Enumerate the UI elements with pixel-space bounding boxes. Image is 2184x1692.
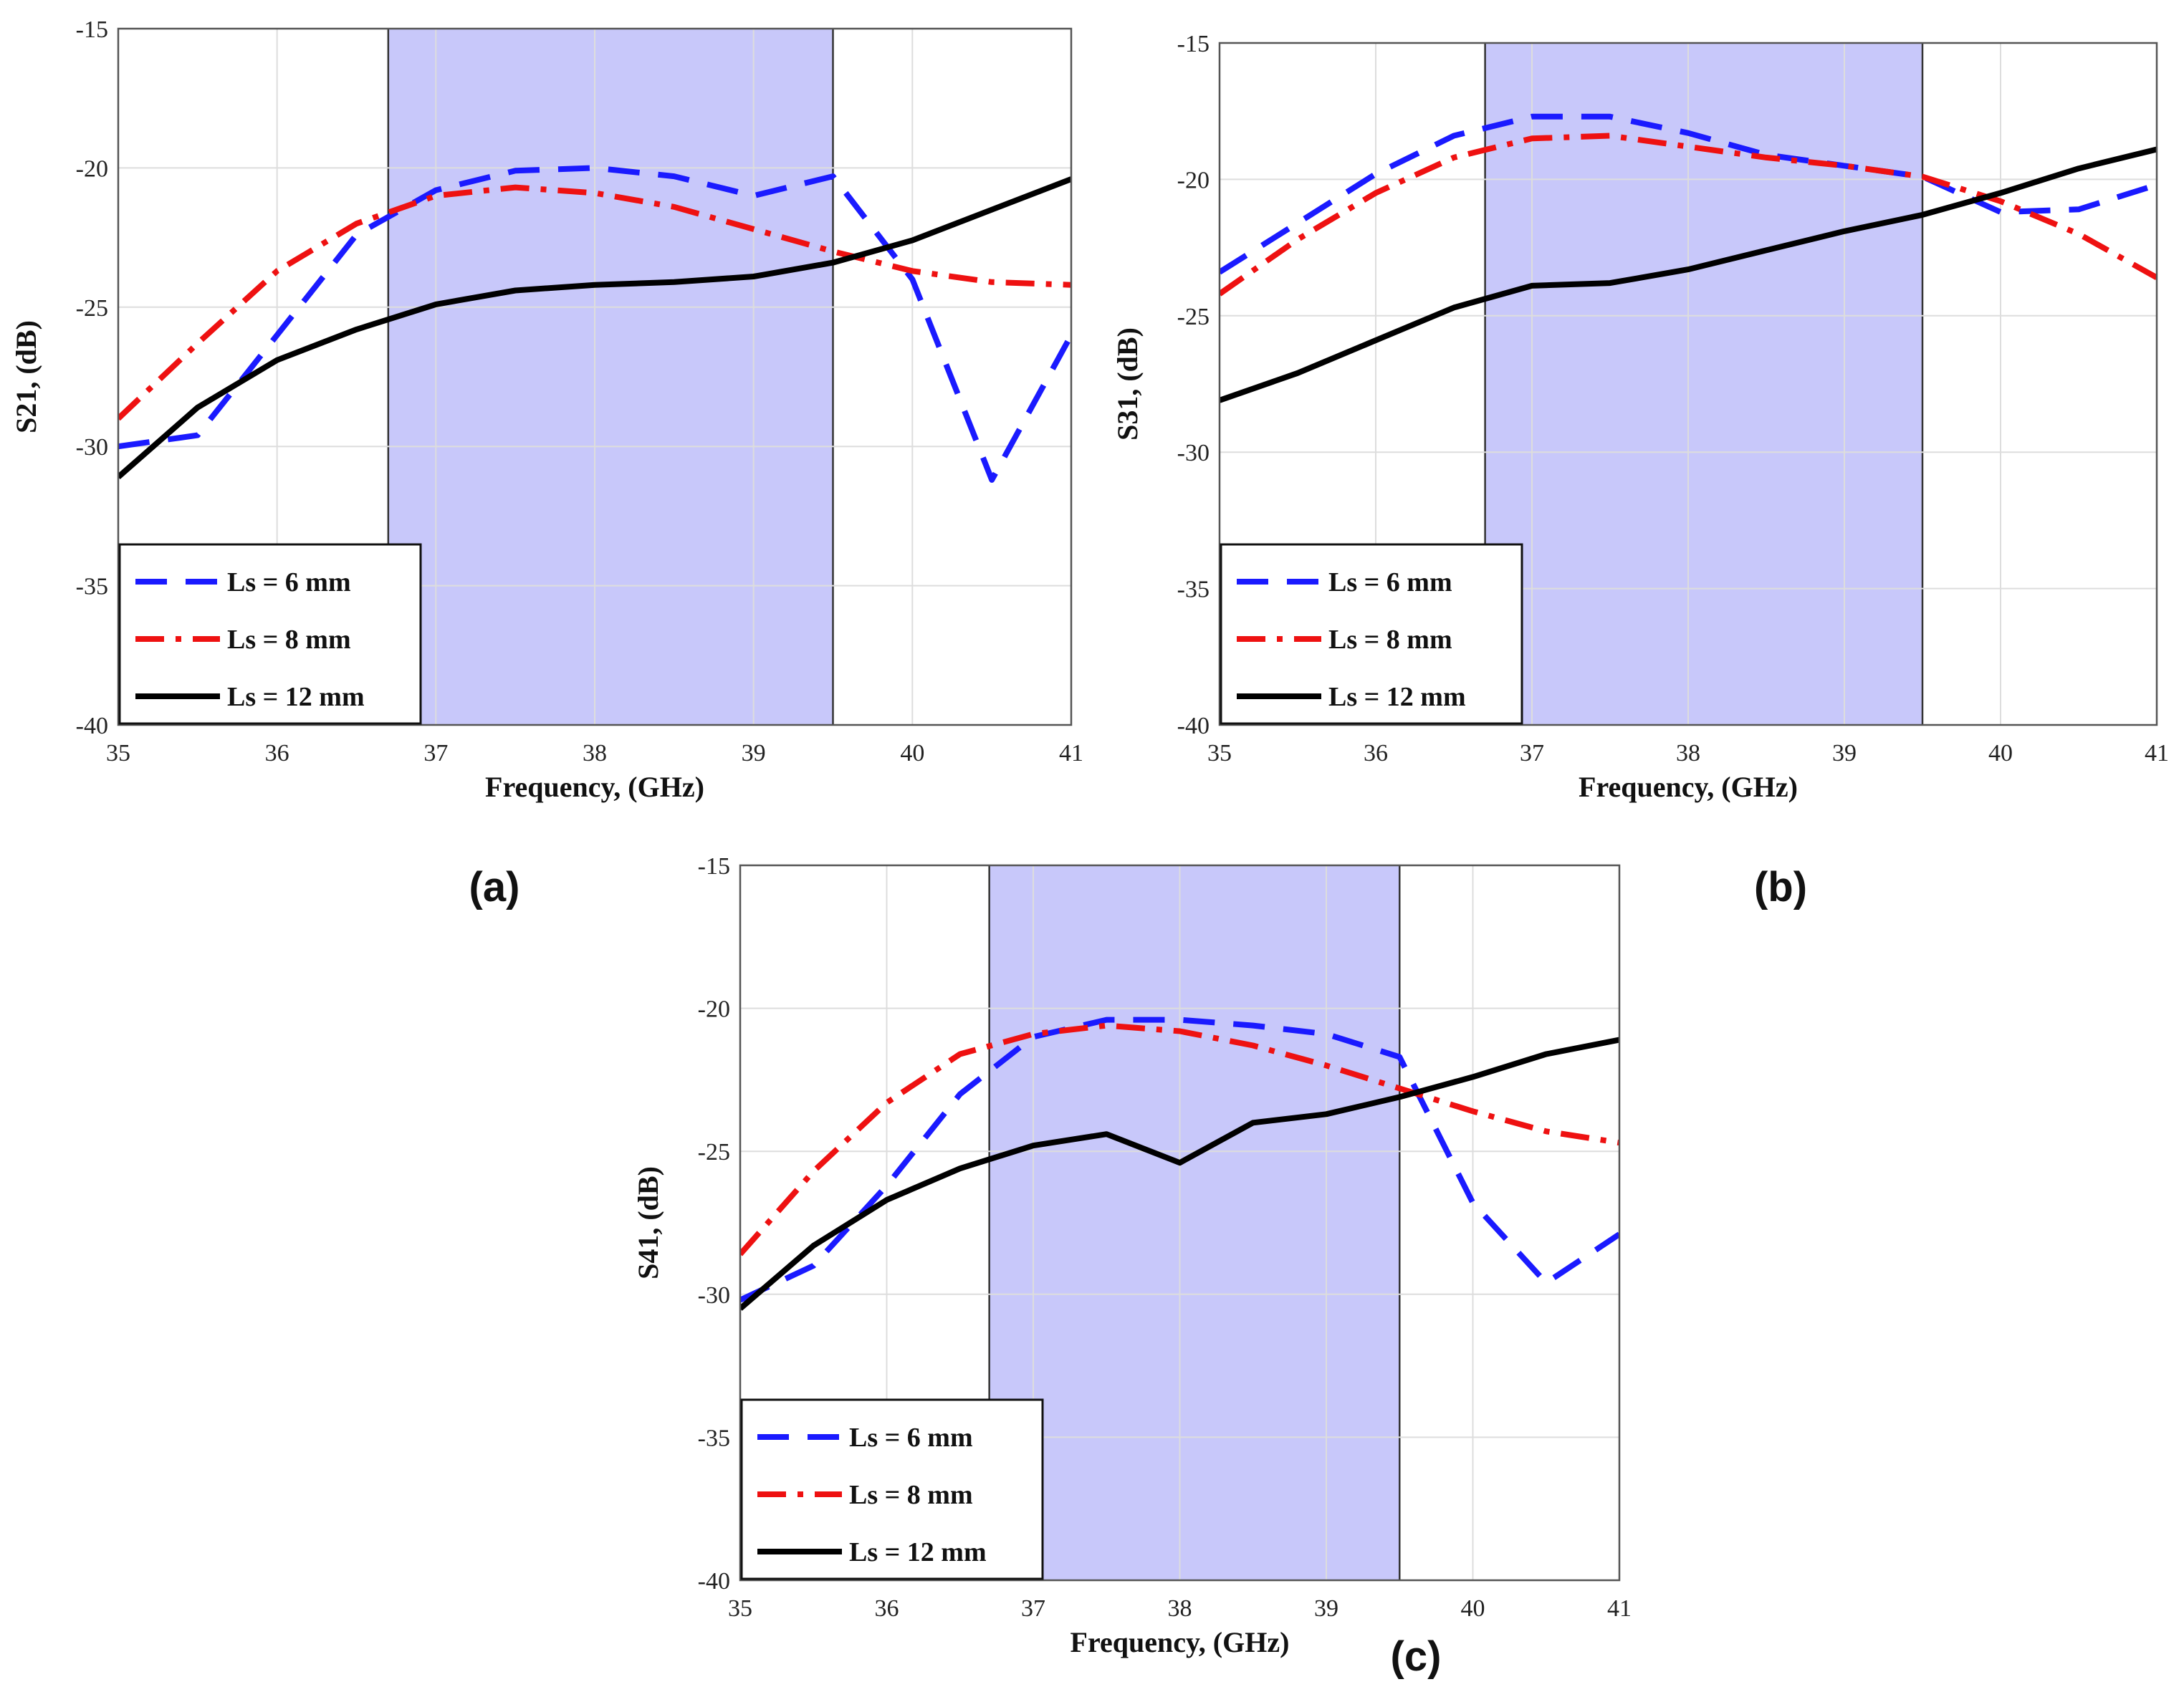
legend-entry-label: Ls = 8 mm	[849, 1480, 973, 1510]
series-line-ls-6-mm	[1220, 113, 2157, 275]
series-line-ls-6-mm	[118, 165, 1071, 483]
x-tick-label: 41	[2145, 740, 2169, 766]
x-tick-label: 40	[1988, 740, 2013, 766]
x-tick-label: 38	[1168, 1595, 1192, 1622]
legend-entry-label: Ls = 6 mm	[1328, 567, 1452, 597]
passband-shade	[1485, 43, 1922, 725]
series-line-ls-12-mm	[118, 176, 1071, 480]
x-tick-label: 37	[423, 740, 448, 766]
passband-shade	[388, 29, 833, 725]
legend-entry-label: Ls = 12 mm	[227, 682, 365, 712]
y-tick-label: -15	[76, 16, 108, 43]
y-tick-label: -40	[698, 1568, 730, 1595]
x-tick-label: 35	[728, 1595, 752, 1622]
x-tick-label: 38	[583, 740, 607, 766]
passband-shade	[989, 865, 1400, 1580]
x-tick-label: 35	[106, 740, 130, 766]
chart-b: 35 36 37 38 39 40 41 -40 -35 -30 -25 -20 -15 Frequenc…	[1111, 31, 2169, 803]
x-tick-label: 37	[1021, 1595, 1045, 1622]
y-tick-label: -40	[76, 713, 108, 739]
panel-letter-c: (c)	[1391, 1633, 1442, 1680]
legend-entry-label: Ls = 8 mm	[227, 625, 351, 655]
axes-frame	[739, 864, 1621, 1582]
series-line-ls-12-mm	[1220, 146, 2157, 403]
y-tick-label: -15	[1177, 31, 1210, 57]
y-tick-label: -30	[76, 434, 108, 461]
axes-frame	[117, 27, 1073, 726]
x-tick-label: 36	[875, 1595, 899, 1622]
legend: Ls = 6 mm Ls = 8 mm Ls = 12 mm	[1220, 543, 1523, 725]
series-line-ls-12-mm	[740, 1037, 1619, 1311]
x-tick-label: 39	[1832, 740, 1857, 766]
x-tick-label: 41	[1059, 740, 1083, 766]
legend: Ls = 6 mm Ls = 8 mm Ls = 12 mm	[740, 1398, 1044, 1580]
legend: Ls = 6 mm Ls = 8 mm Ls = 12 mm	[118, 543, 422, 725]
x-axis-label: Frequency, (GHz)	[485, 771, 704, 803]
x-tick-label: 37	[1520, 740, 1544, 766]
chart-c: 35 36 37 38 39 40 41 -40 -35 -30 -25 -20 -15 Frequenc…	[632, 853, 1632, 1658]
axes-frame	[1218, 42, 2158, 726]
series-line-ls-8-mm	[1220, 133, 2157, 297]
legend-entry-label: Ls = 12 mm	[1328, 682, 1466, 712]
y-tick-label: -20	[698, 996, 730, 1023]
x-tick-label: 41	[1607, 1595, 1632, 1622]
series-line-ls-8-mm	[740, 1022, 1619, 1256]
x-axis-label: Frequency, (GHz)	[1579, 771, 1798, 803]
x-tick-label: 35	[1207, 740, 1232, 766]
y-tick-label: -20	[76, 155, 108, 182]
x-tick-label: 39	[1314, 1595, 1338, 1622]
y-axis-label: S31, (dB)	[1111, 327, 1144, 441]
y-tick-label: -15	[698, 853, 730, 880]
x-tick-label: 38	[1676, 740, 1700, 766]
y-tick-label: -25	[76, 295, 108, 322]
y-axis-label: S41, (dB)	[632, 1166, 664, 1279]
x-tick-label: 40	[900, 740, 924, 766]
y-tick-label: -25	[698, 1139, 730, 1165]
series-line-ls-8-mm	[118, 184, 1071, 421]
legend-entry-label: Ls = 6 mm	[227, 567, 351, 597]
y-tick-label: -30	[698, 1282, 730, 1309]
y-axis-label: S21, (dB)	[10, 320, 42, 433]
y-tick-label: -20	[1177, 167, 1210, 193]
y-tick-label: -30	[1177, 440, 1210, 466]
y-tick-label: -35	[1177, 577, 1210, 603]
x-tick-label: 40	[1461, 1595, 1485, 1622]
chart-a: 35 36 37 38 39 40 41 -40 -35 -30 -25 -20 -15 Frequenc…	[10, 16, 1083, 803]
panel-letter-b: (b)	[1754, 864, 1807, 910]
legend-entry-label: Ls = 6 mm	[849, 1423, 973, 1453]
legend-entry-label: Ls = 8 mm	[1328, 625, 1452, 655]
x-axis-label: Frequency, (GHz)	[1071, 1626, 1290, 1658]
y-tick-label: -40	[1177, 713, 1210, 739]
y-tick-label: -35	[76, 574, 108, 600]
x-tick-label: 39	[742, 740, 766, 766]
legend-entry-label: Ls = 12 mm	[849, 1537, 987, 1567]
x-tick-label: 36	[265, 740, 289, 766]
y-tick-label: -25	[1177, 304, 1210, 330]
panel-letter-a: (a)	[469, 864, 520, 910]
y-tick-label: -35	[698, 1425, 730, 1451]
x-tick-label: 36	[1364, 740, 1388, 766]
